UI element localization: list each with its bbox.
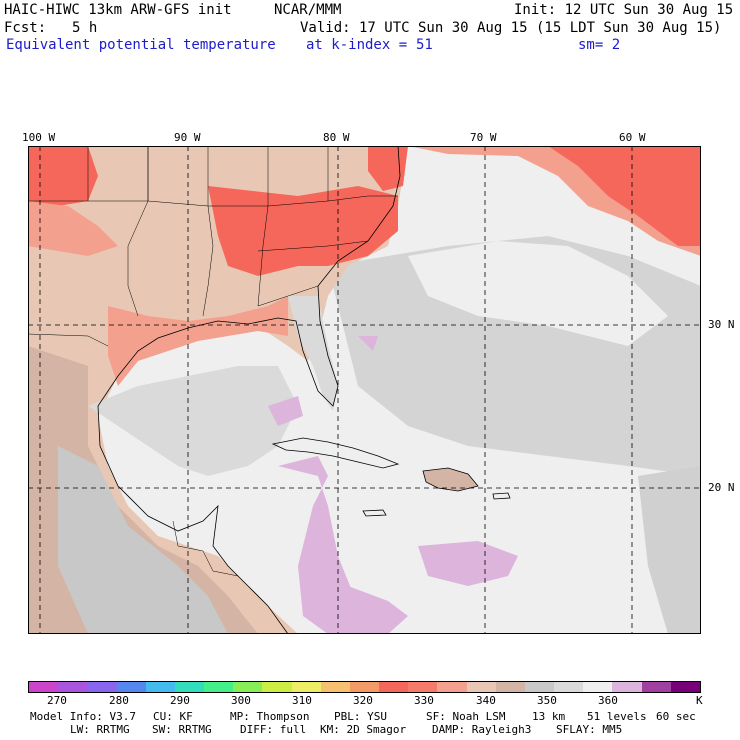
colorbar-label-320: 320 <box>353 694 373 707</box>
colorbar-swatch-22 <box>670 682 700 692</box>
colorbar-label-310: 310 <box>292 694 312 707</box>
colorbar-label-360: 360 <box>598 694 618 707</box>
graticule <box>28 146 701 634</box>
red-region-southwest <box>28 146 98 206</box>
colorbar-unit: K <box>696 694 703 707</box>
footer-sw: SW: RRTMG <box>152 723 212 736</box>
colorbar-swatch-11 <box>349 682 380 692</box>
colorbar-swatch-20 <box>612 682 642 692</box>
colorbar-label-300: 300 <box>231 694 251 707</box>
colorbar-label-350: 350 <box>537 694 557 707</box>
colorbar-swatch-4 <box>145 682 175 692</box>
colorbar-label-290: 290 <box>170 694 190 707</box>
colorbar-swatch-9 <box>291 682 321 692</box>
colorbar-swatch-18 <box>554 682 584 692</box>
colorbar-swatch-17 <box>524 682 555 692</box>
gray-region-east <box>638 466 701 634</box>
footer-km: KM: 2D Smagor <box>320 723 407 736</box>
colorbar-swatch-0 <box>29 682 59 692</box>
colorbar-swatch-19 <box>583 682 613 692</box>
footer-levels: 51 levels <box>587 710 647 723</box>
footer-cu: CU: KF <box>153 710 193 723</box>
lon-label-100w: 100 W <box>22 131 56 144</box>
map-panel <box>28 146 701 634</box>
colorbar-swatch-2 <box>87 682 117 692</box>
model-title: HAIC-HIWC 13km ARW-GFS init <box>4 2 232 18</box>
org-label: NCAR/MMM <box>274 2 342 18</box>
colorbar <box>28 681 701 693</box>
smoothing-label: sm= 2 <box>578 37 621 53</box>
lon-label-80w: 80 W <box>323 131 350 144</box>
footer-resolution: 13 km <box>532 710 566 723</box>
footer-lw: LW: RRTMG <box>70 723 130 736</box>
colorbar-label-280: 280 <box>109 694 129 707</box>
hispaniola-outline <box>422 467 479 492</box>
colorbar-label-340: 340 <box>476 694 496 707</box>
colorbar-label-270: 270 <box>47 694 67 707</box>
footer-timestep: 60 sec <box>656 710 696 723</box>
lon-label-70w: 70 W <box>470 131 497 144</box>
footer-damp: DAMP: Rayleigh3 <box>432 723 532 736</box>
colorbar-swatch-13 <box>408 682 438 692</box>
coastline <box>97 146 401 634</box>
forecast-label: Fcst: <box>4 20 47 36</box>
colorbar-label-330: 330 <box>414 694 434 707</box>
lon-label-90w: 90 W <box>174 131 201 144</box>
colorbar-swatch-5 <box>174 682 205 692</box>
init-time: Init: 12 UTC Sun 30 Aug 15 <box>514 2 734 18</box>
footer-pbl: PBL: YSU <box>334 710 387 723</box>
salmon-region-gulf-coast <box>108 296 288 386</box>
gray-region-gulf <box>88 366 298 476</box>
country-borders <box>28 333 259 597</box>
state-borders <box>28 146 398 317</box>
forecast-hour: 5 h <box>72 20 98 36</box>
gray-region-mexico <box>58 446 228 634</box>
level-value: 51 <box>416 37 433 53</box>
salmon-region-texas <box>28 201 118 256</box>
colorbar-swatch-1 <box>58 682 88 692</box>
cuba-outline <box>271 437 400 469</box>
colorbar-swatch-12 <box>379 682 409 692</box>
colorbar-swatch-8 <box>262 682 292 692</box>
colorbar-swatch-3 <box>116 682 146 692</box>
jamaica-outline <box>362 509 387 517</box>
red-region-mid-atlantic <box>368 146 408 191</box>
footer-sf: SF: Noah LSM <box>426 710 506 723</box>
level-label: at k-index = <box>306 37 408 53</box>
puerto-rico-outline <box>492 492 511 500</box>
footer-mp: MP: Thompson <box>230 710 310 723</box>
colorbar-swatch-21 <box>641 682 671 692</box>
lon-label-60w: 60 W <box>619 131 646 144</box>
footer-sflay: SFLAY: MM5 <box>556 723 623 736</box>
map-frame <box>28 146 701 634</box>
lavender-patch-bahamas <box>358 336 378 351</box>
field-name: Equivalent potential temperature <box>6 37 276 53</box>
lavender-patch-central-caribbean <box>418 541 518 586</box>
footer-model-info: Model Info: V3.7 <box>30 710 136 723</box>
colorbar-swatch-16 <box>495 682 525 692</box>
valid-time: Valid: 17 UTC Sun 30 Aug 15 (15 LDT Sun … <box>300 20 722 36</box>
colorbar-swatch-6 <box>204 682 234 692</box>
colorbar-swatch-7 <box>233 682 263 692</box>
equivalent-potential-temperature-map <box>28 146 701 634</box>
lavender-patch-south <box>348 586 408 634</box>
colorbar-swatch-10 <box>320 682 350 692</box>
red-region-southeast-us <box>208 186 398 276</box>
ocean-patch-north <box>408 241 668 346</box>
lavender-patch-gulf <box>268 396 303 426</box>
red-region-northeast <box>548 146 701 246</box>
colorbar-swatch-15 <box>466 682 496 692</box>
lat-label-30n: 30 N <box>708 318 735 331</box>
lat-label-20n: 20 N <box>708 481 735 494</box>
footer-diff: DIFF: full <box>240 723 307 736</box>
colorbar-swatch-14 <box>437 682 467 692</box>
